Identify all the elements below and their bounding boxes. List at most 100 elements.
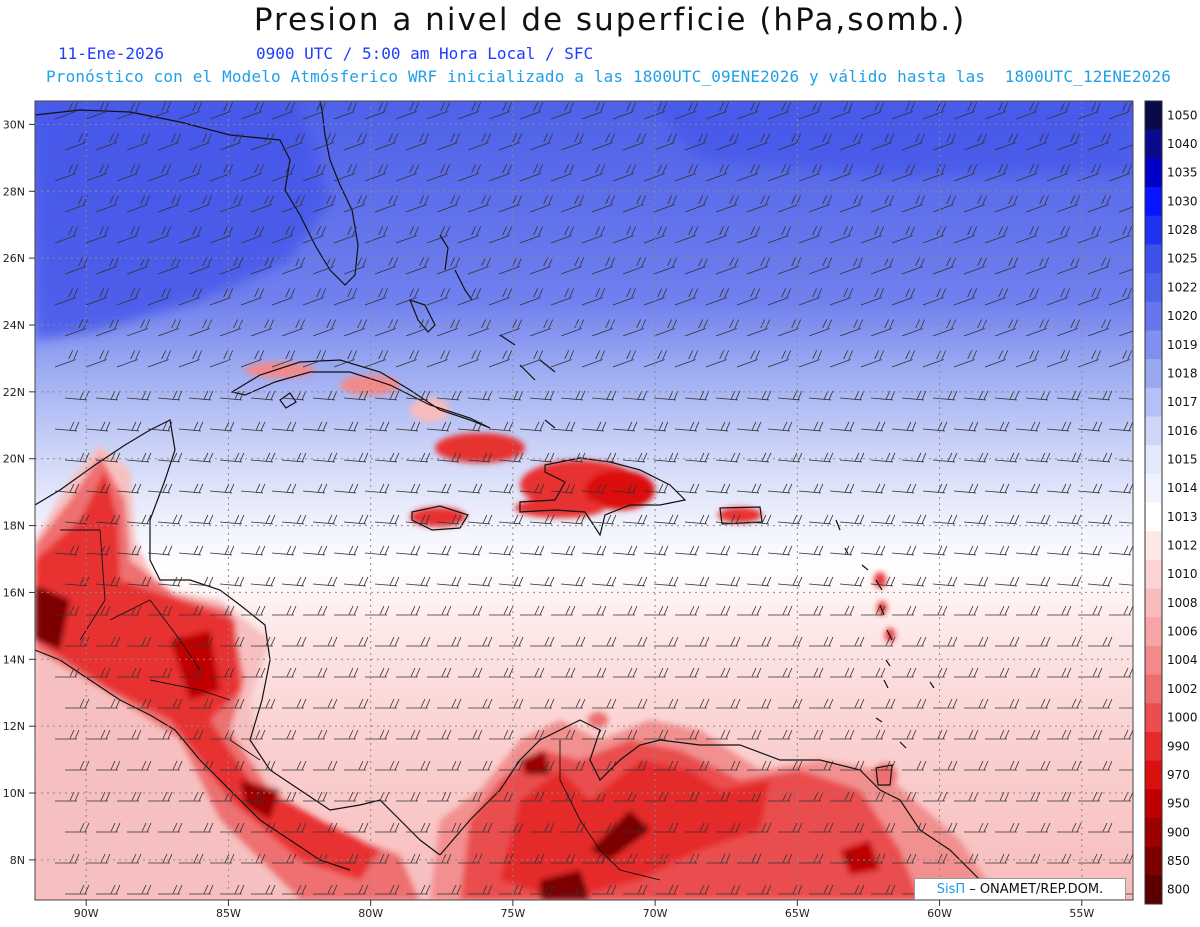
wind-barb [178,545,204,556]
wind-barb [333,421,359,432]
wind-barb [374,390,400,401]
wind-barb [994,514,1020,525]
wind-barb [209,226,234,244]
wind-barb [313,636,338,647]
wind-barb [922,483,948,494]
wind-barb [829,483,855,494]
wind-barb [591,133,616,151]
wind-barb [520,791,545,802]
wind-barb [613,667,638,678]
wind-barb [1026,760,1051,771]
colorbar-label: 1022 [1167,280,1198,294]
wind-barb [685,760,710,771]
wind-barb [519,102,544,120]
wind-barb [892,853,917,864]
colorbar-swatch [1145,359,1162,389]
map-area [35,101,1133,900]
wind-barb [127,760,152,771]
wind-barb [126,514,152,525]
wind-barb [612,421,638,432]
wind-barb [95,576,121,587]
wind-barb [716,822,741,833]
wind-barb [302,164,327,182]
wind-barb [519,350,544,368]
wind-barb [1056,576,1082,587]
wind-barb [54,226,79,244]
wind-barb [1108,421,1133,432]
lat-label: 12N [3,720,25,733]
wind-barb [375,884,400,895]
wind-barb [829,350,854,368]
wind-barb [375,760,400,771]
wind-barb [932,576,958,587]
wind-barb [643,164,668,182]
wind-barb [1077,102,1102,120]
wind-barb [798,421,824,432]
wind-barb [241,729,266,740]
wind-barb [715,576,741,587]
wind-barb [674,483,700,494]
wind-barb [870,576,896,587]
wind-barb [1087,514,1113,525]
wind-barb [436,195,461,213]
lat-label: 30N [3,118,25,131]
colorbar-swatch [1145,703,1162,733]
wind-barb [1109,605,1133,616]
wind-barb [436,319,461,337]
wind-barb [64,257,89,275]
latitude-labels: 30N 28N 26N 24N 22N 20N 18N 16N 14N 12N 10N 8N [3,118,35,867]
wind-barb [85,226,110,244]
wind-barb [582,667,607,678]
wind-barb [365,605,390,616]
wind-barb [581,226,606,244]
wind-barb [644,605,669,616]
wind-barb [1025,452,1051,463]
wind-barb [839,257,864,275]
wind-barb [189,636,214,647]
wind-barb [281,257,306,275]
wind-barb [1015,545,1041,556]
wind-barb [179,853,204,864]
wind-barb [281,514,307,525]
wind-barb [674,102,699,120]
wind-barb [892,605,917,616]
wind-barb [374,195,399,213]
wind-barb [674,421,700,432]
wind-barb [870,452,896,463]
wind-barb [147,288,172,306]
wind-barb [860,483,886,494]
wind-barb [829,288,854,306]
colorbar-swatch [1145,559,1162,590]
lat-label: 16N [3,586,25,599]
wind-barb [437,636,462,647]
wind-barb [622,452,648,463]
colorbar-label: 1050 [1167,108,1198,122]
wind-barb [530,760,555,771]
wind-barb [127,636,152,647]
wind-barb [550,350,575,368]
wind-barb [674,288,699,306]
wind-barb [675,605,700,616]
wind-barb [871,698,896,709]
wind-barb [1016,853,1041,864]
wind-barb [860,545,886,556]
wind-barb [519,421,545,432]
wind-barb [405,195,430,213]
wind-barb [861,605,886,616]
wind-barb [251,822,276,833]
wind-barb [984,102,1009,120]
wind-barb [126,576,152,587]
wind-barb [809,636,834,647]
wind-barb [343,390,369,401]
jamaica-coast [411,505,469,531]
wind-barb [705,226,730,244]
colorbar-label: 1020 [1167,309,1198,323]
wind-barb [457,483,483,494]
wind-barb [591,257,616,275]
wind-barb [654,698,679,709]
wind-barb [808,514,834,525]
wind-barb [344,884,369,895]
wind-barb [499,698,524,709]
wind-barb [923,605,948,616]
wind-barb [395,164,420,182]
